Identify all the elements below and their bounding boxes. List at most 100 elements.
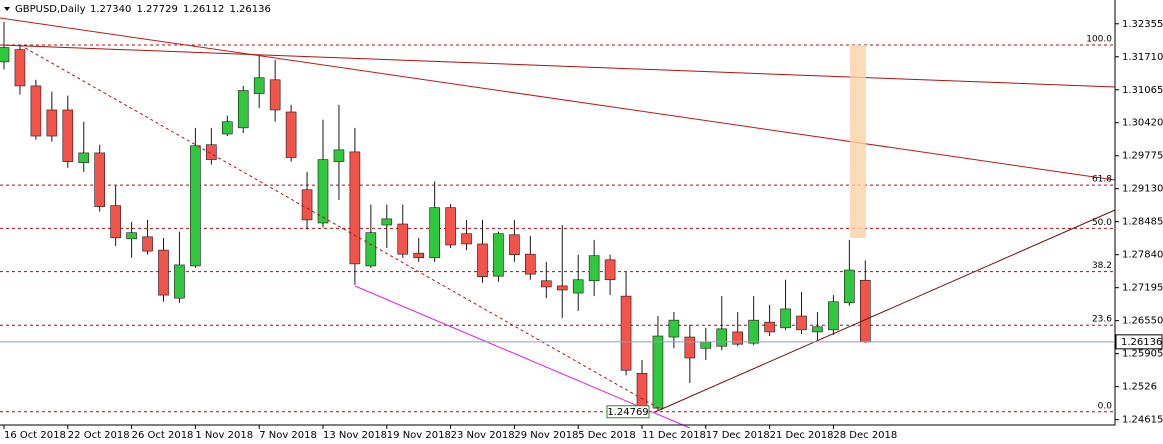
candle-body	[748, 319, 759, 344]
candle-body	[126, 232, 137, 240]
candle-body	[30, 85, 42, 137]
x-tick-label: 7 Nov 2018	[259, 430, 317, 441]
candle-body	[222, 121, 233, 135]
fib-label: 38.2	[1092, 261, 1112, 271]
x-tick-label: 1 Nov 2018	[195, 430, 253, 441]
fib-label: 0.0	[1098, 401, 1113, 411]
candle-body	[477, 243, 488, 277]
candle-body	[429, 207, 440, 259]
candle-body	[828, 301, 839, 331]
candle-body	[604, 259, 616, 281]
candle-body	[397, 223, 409, 255]
candle-body	[62, 109, 74, 162]
x-tick-label: 28 Dec 2018	[833, 430, 897, 441]
candle-body	[812, 326, 823, 333]
price-label-box	[1115, 334, 1163, 350]
plot-area	[0, 21, 1115, 413]
y-tick-label: 1.31710	[1122, 52, 1163, 63]
y-tick-label: 1.26550	[1122, 316, 1163, 327]
candle-body	[700, 341, 712, 349]
candle-body	[556, 285, 568, 291]
candle-body	[844, 269, 855, 304]
candle-body	[525, 253, 536, 275]
y-tick-label: 1.28485	[1122, 217, 1163, 228]
y-tick-label: 1.25905	[1122, 349, 1163, 360]
candle-body	[413, 252, 425, 259]
fib-label: 50.0	[1092, 218, 1112, 228]
header-value: 1.27340	[90, 4, 131, 15]
candle-body	[301, 189, 313, 221]
candle-body	[668, 319, 680, 338]
y-tick-label: 1.2526	[1122, 382, 1157, 393]
x-tick-label: 26 Oct 2018	[132, 430, 194, 441]
candle-body	[0, 47, 10, 63]
header-value: 1.27729	[137, 4, 178, 15]
header-value: 1.26112	[183, 4, 224, 15]
candle-body	[285, 111, 297, 158]
candle-body	[461, 233, 472, 245]
candle-body	[381, 218, 393, 226]
highlight-box	[850, 45, 866, 238]
candle-body	[253, 77, 265, 94]
candle-body	[349, 151, 361, 265]
candle-body	[764, 321, 775, 333]
x-tick-label: 16 Oct 2018	[4, 430, 66, 441]
y-tick-label: 1.32355	[1122, 19, 1163, 30]
candle-body	[652, 335, 664, 409]
fib-label: 100.0	[1086, 35, 1112, 45]
candle-body	[142, 236, 153, 252]
x-tick-label: 11 Dec 2018	[642, 430, 706, 441]
candle-body	[684, 336, 696, 359]
menu-arrow[interactable]	[4, 7, 10, 11]
candle-body	[206, 144, 217, 160]
low-label-box	[606, 405, 650, 419]
x-tick-label: 5 Dec 2018	[578, 430, 636, 441]
channel-line	[354, 285, 691, 429]
x-tick-label: 19 Nov 2018	[387, 430, 451, 441]
support-line	[654, 209, 1116, 413]
y-tick-label: 1.27195	[1122, 283, 1163, 294]
candle-body	[572, 279, 584, 294]
candle-body	[94, 152, 105, 207]
candle-body	[14, 49, 26, 87]
candle-body	[445, 207, 456, 246]
candle-body	[333, 149, 345, 162]
y-tick-label: 1.29775	[1122, 151, 1163, 162]
y-tick-label: 1.29130	[1122, 184, 1163, 195]
header-value: 1.26136	[230, 4, 271, 15]
candle-body	[716, 328, 728, 347]
y-tick-label: 1.31065	[1122, 85, 1163, 96]
candle-body	[796, 315, 807, 331]
candle-body	[78, 152, 90, 163]
trend-line	[0, 44, 1116, 88]
x-tick-label: 17 Dec 2018	[706, 430, 770, 441]
candle-body	[636, 373, 648, 409]
chart-title: GBPUSD,Daily	[15, 4, 86, 15]
candle-body	[620, 295, 632, 371]
candle-body	[158, 249, 169, 296]
y-tick-label: 1.30420	[1122, 118, 1163, 129]
x-tick-label: 21 Dec 2018	[770, 430, 834, 441]
x-tick-label: 22 Oct 2018	[68, 430, 130, 441]
candle-body	[365, 232, 377, 267]
x-tick-label: 13 Nov 2018	[323, 430, 387, 441]
y-tick-label: 1.24615	[1122, 415, 1163, 426]
fib-label: 61.8	[1092, 175, 1112, 185]
candle-body	[174, 264, 185, 299]
x-tick-label: 29 Nov 2018	[514, 430, 578, 441]
low-label: 1.24769	[607, 407, 648, 418]
candle-body	[110, 205, 121, 239]
candle-body	[269, 79, 281, 111]
candle-body	[493, 233, 504, 277]
x-tick-label: 23 Nov 2018	[451, 430, 515, 441]
candle-body	[780, 308, 791, 329]
trend-line	[0, 17, 1116, 181]
candle-body	[588, 255, 600, 282]
candle-body	[237, 90, 249, 129]
candle-body	[509, 234, 520, 255]
candle-body	[859, 279, 871, 343]
candle-body	[190, 145, 201, 267]
candle-body	[46, 109, 58, 137]
candle-body	[732, 331, 744, 345]
price-label: 1.26136	[1121, 337, 1162, 348]
